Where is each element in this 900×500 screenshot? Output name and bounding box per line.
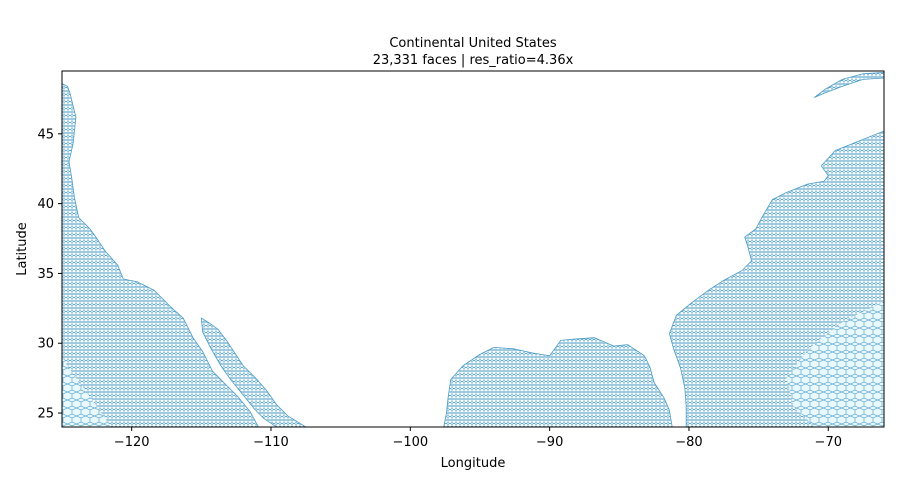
- chart-title: Continental United States: [389, 36, 557, 51]
- mesh-region-gulf-of-california: [200, 317, 307, 427]
- y-axis-label: Latitude: [15, 222, 30, 276]
- mesh-region-atlantic-coarse: [786, 301, 884, 427]
- x-axis: −120 −110 −100 −90 −80 −70: [114, 427, 842, 450]
- y-tick-label: 40: [37, 197, 54, 212]
- x-tick-label: −120: [114, 435, 150, 450]
- x-tick-label: −100: [392, 435, 428, 450]
- chart-subtitle: 23,331 faces | res_ratio=4.36x: [373, 53, 574, 68]
- x-tick-label: −70: [815, 435, 842, 450]
- x-tick-label: −80: [675, 435, 702, 450]
- mesh-region-gulf-of-st-lawrence: [814, 71, 884, 98]
- x-tick-label: −90: [536, 435, 563, 450]
- plot-frame: [61, 70, 885, 428]
- mesh-region-gulf-and-atlantic: [443, 337, 673, 427]
- mesh-region-pacific: [62, 83, 259, 427]
- y-tick-label: 35: [37, 267, 54, 282]
- y-tick-label: 30: [37, 337, 54, 352]
- x-tick-label: −110: [253, 435, 289, 450]
- y-axis: 25 30 35 40 45: [37, 127, 62, 422]
- y-tick-label: 45: [37, 127, 54, 142]
- mesh-region-pacific-coarse: [62, 357, 111, 427]
- y-tick-label: 25: [37, 407, 54, 422]
- x-axis-label: Longitude: [441, 456, 506, 471]
- mesh-regions: [62, 71, 884, 427]
